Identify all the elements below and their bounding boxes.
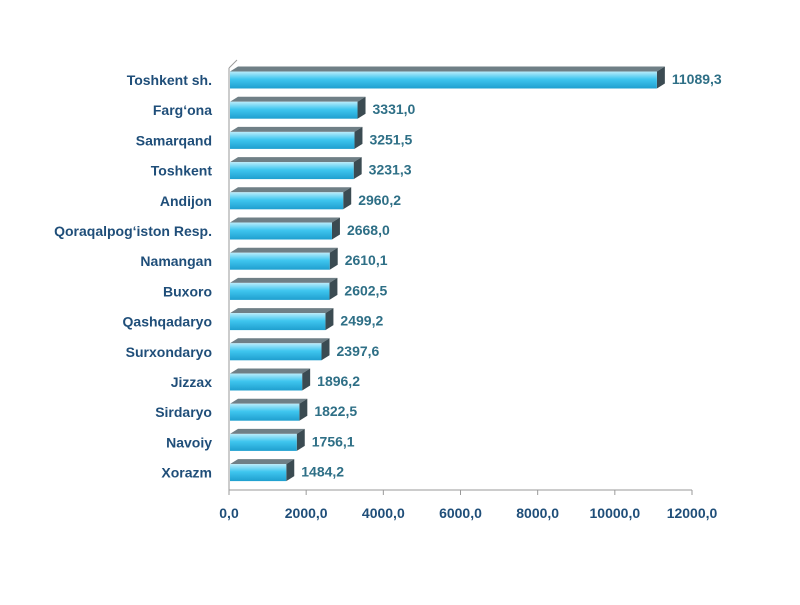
value-label: 2960,2 — [358, 192, 401, 208]
bars-group — [230, 66, 665, 482]
bar-end-face — [302, 368, 311, 391]
bar-end-face — [357, 96, 366, 119]
bar-top-face — [230, 187, 352, 193]
bar — [230, 373, 303, 391]
category-label: Andijon — [160, 193, 212, 209]
bar-end-face — [286, 459, 295, 482]
bar-end-face — [299, 398, 308, 421]
bar — [230, 222, 332, 240]
x-tick-label: 0,0 — [219, 505, 239, 521]
bar-top-face — [230, 277, 338, 283]
bar — [230, 464, 287, 482]
x-tick-label: 2000,0 — [285, 505, 328, 521]
category-label: Namangan — [140, 253, 212, 269]
value-label: 3231,3 — [369, 162, 412, 178]
category-label: Buxoro — [163, 283, 212, 299]
category-label: Sirdaryo — [155, 404, 212, 420]
bar — [230, 101, 358, 119]
bar — [230, 162, 354, 180]
value-label: 1756,1 — [312, 433, 355, 449]
value-label: 2668,0 — [347, 222, 390, 238]
x-tick-label: 8000,0 — [516, 505, 559, 521]
value-label: 1822,5 — [314, 403, 357, 419]
value-label: 11089,3 — [672, 71, 722, 87]
bar-top-face — [230, 157, 362, 163]
category-label: Qoraqalpog‘iston Resp. — [54, 223, 212, 239]
bar-top-face — [230, 368, 311, 374]
bar-top-face — [230, 217, 340, 223]
category-label: Qashqadaryo — [123, 314, 212, 330]
axes: 0,0 2000,0 4000,0 6000,0 8000,0 10000,0 12000,… — [219, 59, 718, 521]
x-tick-label: 4000,0 — [362, 505, 405, 521]
bar-end-face — [321, 338, 330, 361]
bar — [230, 131, 355, 149]
x-tick-label: 10000,0 — [590, 505, 641, 521]
category-label: Navoiy — [166, 434, 212, 450]
value-label: 1484,2 — [301, 464, 344, 480]
value-label: 1896,2 — [317, 373, 360, 389]
value-label: 2499,2 — [340, 313, 383, 329]
bar-end-face — [329, 277, 338, 300]
bar-top-face — [230, 459, 295, 465]
category-label: Surxondaryo — [126, 344, 212, 360]
bar-top-face — [230, 126, 363, 132]
bar-top-face — [230, 338, 330, 344]
category-label: Jizzax — [171, 374, 212, 390]
bar — [230, 433, 297, 451]
bar-end-face — [353, 157, 362, 180]
bar — [230, 313, 326, 331]
bar — [230, 403, 300, 421]
value-label: 3331,0 — [373, 101, 416, 117]
labels-group: 11089,3 Toshkent sh. 3331,0 Farg‘ona 3251,5 S… — [54, 71, 722, 481]
x-tick-label: 12000,0 — [667, 505, 718, 521]
value-label: 2610,1 — [345, 252, 388, 268]
x-tick-label: 6000,0 — [439, 505, 482, 521]
bar-top-face — [230, 96, 366, 102]
category-label: Farg‘ona — [153, 102, 212, 118]
y-axis-depth-line — [228, 59, 238, 69]
bar — [230, 252, 330, 270]
bar-end-face — [343, 187, 352, 210]
bar-end-face — [325, 308, 334, 331]
bar — [230, 192, 344, 210]
bar — [230, 71, 657, 89]
value-label: 3251,5 — [369, 131, 412, 147]
bar-end-face — [329, 247, 338, 270]
bar-top-face — [230, 247, 338, 253]
category-label: Xorazm — [161, 465, 212, 481]
bar — [230, 282, 330, 300]
bar-end-face — [354, 126, 363, 149]
bar-end-face — [331, 217, 340, 240]
bar-top-face — [230, 308, 334, 314]
bar — [230, 343, 322, 361]
value-label: 2397,6 — [337, 343, 380, 359]
bar-top-face — [230, 398, 308, 404]
bar-top-face — [230, 66, 665, 72]
bar-top-face — [230, 428, 305, 434]
category-label: Toshkent sh. — [127, 72, 212, 88]
value-label: 2602,5 — [344, 282, 387, 298]
bar-end-face — [296, 428, 305, 451]
category-label: Samarqand — [136, 132, 212, 148]
category-label: Toshkent — [151, 163, 213, 179]
bar-end-face — [656, 66, 665, 89]
